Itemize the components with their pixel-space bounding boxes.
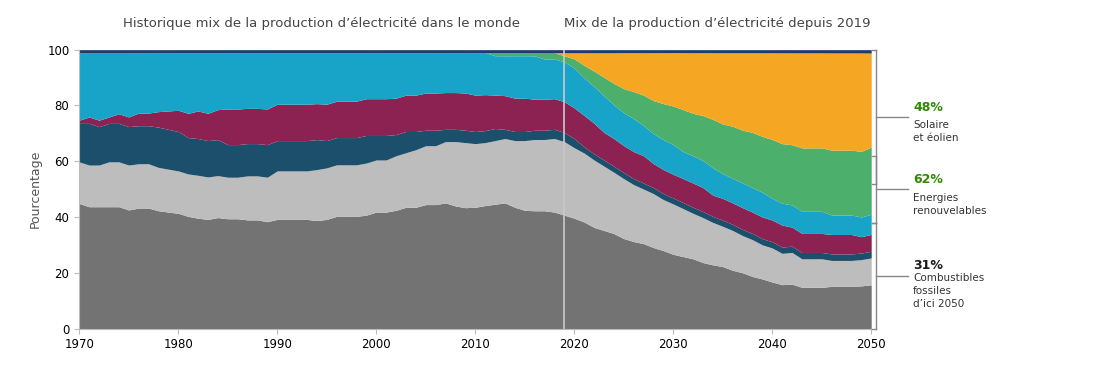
Text: 62%: 62% [913, 173, 943, 186]
Y-axis label: Pourcentage: Pourcentage [29, 150, 42, 228]
Text: 31%: 31% [913, 259, 943, 272]
Text: Energies
renouvelables: Energies renouvelables [913, 193, 987, 216]
Text: 48%: 48% [913, 100, 943, 113]
Text: Historique mix de la production d’électricité dans le monde: Historique mix de la production d’électr… [123, 17, 520, 30]
Text: Combustibles
fossiles
d’ici 2050: Combustibles fossiles d’ici 2050 [913, 273, 984, 309]
Text: Mix de la production d’électricité depuis 2019: Mix de la production d’électricité depui… [564, 17, 871, 30]
Text: Solaire
et éolien: Solaire et éolien [913, 120, 958, 144]
